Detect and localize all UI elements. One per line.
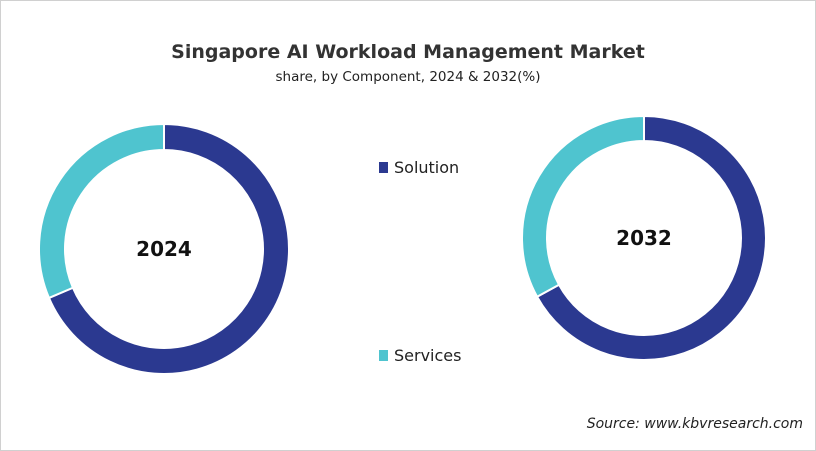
legend-swatch-services (379, 350, 388, 361)
donut-2024-slice-solution (47, 122, 290, 375)
legend-label-services: Services (394, 346, 462, 365)
legend-label-solution: Solution (394, 158, 460, 177)
chart-subtitle: share, by Component, 2024 & 2032(%) (275, 69, 541, 85)
chart-title: Singapore AI Workload Management Market (171, 41, 645, 63)
donut-2032-slice-services (521, 114, 645, 299)
legend-item-services: Services (379, 346, 461, 365)
source-note: Source: www.kbvresearch.com (586, 416, 803, 432)
legend-item-solution: Solution (379, 158, 459, 177)
donut-center-label-2032: 2032 (616, 226, 672, 250)
legend-swatch-solution (379, 162, 388, 173)
donut-center-label-2024: 2024 (136, 237, 192, 261)
donut-2032-slice-solution (535, 114, 767, 361)
donut-2024-slice-services (38, 122, 165, 300)
